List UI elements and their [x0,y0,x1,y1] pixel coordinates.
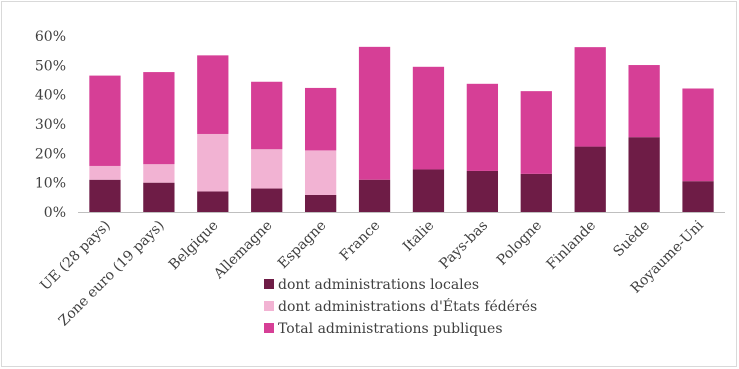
x-tick-label: Italie [400,218,437,255]
y-tick-label: 60% [35,29,66,45]
bar-segment [89,166,120,180]
bar-segment [682,89,713,182]
bar-segment [89,180,120,212]
bar-segment [575,147,606,212]
legend-label: dont administrations locales [278,277,479,293]
bar-segment [251,82,282,149]
bar-segment [143,164,174,182]
bar-segment [89,76,120,166]
y-tick-label: 40% [35,88,66,104]
bar-segment [197,55,228,134]
bar-segment [521,174,552,212]
legend-label: dont administrations d'États fédérés [278,297,537,315]
bar-segment [305,195,336,212]
legend: dont administrations locales dont adminis… [264,277,537,337]
bar-segment [467,171,498,212]
legend-swatch [264,323,274,333]
x-tick-label: Espagne [275,218,329,272]
x-tick-label: Zone euro (19 pays) [56,218,168,330]
x-tick-label: Pays-bas [436,218,491,273]
bar-segment [143,72,174,164]
bar-segment [305,88,336,150]
y-tick-label: 10% [35,176,66,192]
bar-segment [359,180,390,212]
bar-segment [305,150,336,195]
bar-segment [413,169,444,212]
y-axis-tick-labels: 0% 10% 20% 30% 40% 50% 60% [35,29,66,221]
bar-segment [575,47,606,146]
bar-segment [467,84,498,171]
x-tick-label: Suède [610,218,653,261]
legend-swatch [264,301,274,311]
y-tick-label: 30% [35,117,66,133]
bar-segment [143,183,174,212]
y-tick-label: 20% [35,146,66,162]
x-tick-label: Pologne [494,218,545,269]
x-tick-label: Belgique [166,218,222,274]
bar-segment [197,134,228,191]
legend-label: Total administrations publiques [278,321,503,337]
bar-segment [682,181,713,212]
bar-segment [628,137,659,212]
bar-segment [413,67,444,170]
bar-segment [628,65,659,137]
y-tick-label: 50% [35,58,66,74]
bar-segment [251,149,282,188]
bars [89,47,713,212]
bar-segment [251,189,282,212]
bar-segment [521,91,552,174]
x-tick-label: France [337,218,384,265]
legend-swatch [264,279,274,289]
bar-segment [359,47,390,180]
x-tick-label: Finlande [544,218,599,273]
y-tick-label: 0% [44,205,66,221]
bar-segment [197,191,228,212]
